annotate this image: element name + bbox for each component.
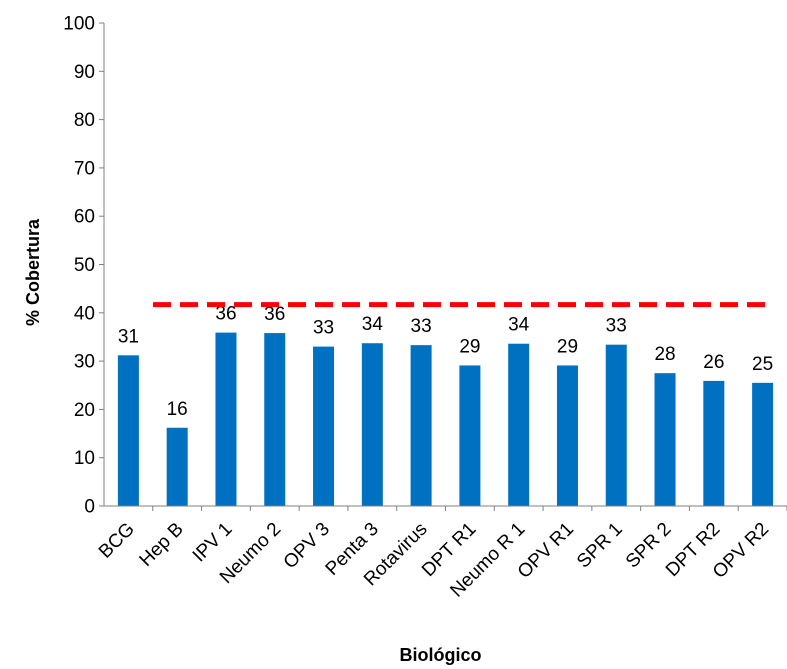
data-label: 31: [118, 326, 139, 347]
y-axis-title: % Cobertura: [23, 218, 43, 326]
bar: [556, 365, 578, 506]
y-tick-label: 90: [74, 62, 95, 83]
bar: [313, 346, 335, 506]
bar: [117, 355, 139, 506]
x-tick-label: Hep B: [136, 519, 188, 571]
bar: [166, 427, 188, 506]
data-label: 36: [264, 304, 285, 325]
x-axis-title: Biológico: [400, 645, 482, 665]
bar: [410, 345, 432, 506]
y-tick-label: 60: [74, 207, 95, 228]
y-tick-label: 0: [84, 497, 95, 518]
data-label: 29: [557, 336, 578, 357]
bar: [605, 344, 627, 506]
y-tick-label: 100: [63, 14, 95, 35]
bar: [215, 332, 237, 506]
bar: [459, 365, 481, 506]
y-tick-label: 20: [74, 400, 95, 421]
data-label: 34: [508, 315, 530, 336]
y-tick-label: 70: [74, 158, 95, 179]
bars: [117, 332, 774, 506]
y-tick-label: 10: [74, 448, 95, 469]
y-tick-label: 30: [74, 352, 95, 373]
bar: [703, 380, 725, 506]
data-label: 33: [411, 316, 432, 337]
data-label: 16: [167, 399, 188, 420]
y-tick-label: 80: [74, 110, 95, 131]
data-label: 36: [215, 304, 236, 325]
data-label: 28: [654, 344, 675, 365]
data-label: 29: [459, 336, 480, 357]
data-label: 33: [606, 316, 627, 337]
bar: [361, 343, 383, 506]
data-labels: 31 16 36 36 33 34 33 29 34 29 33 28 26 25: [118, 304, 773, 420]
bar: [752, 382, 774, 506]
y-axis-ticks: 0 10 20 30 40 50 60 70 80 90 100: [63, 14, 104, 518]
bar: [508, 343, 530, 506]
y-tick-label: 50: [74, 255, 95, 276]
data-label: 34: [362, 314, 384, 335]
x-tick-label: BCG: [95, 519, 139, 563]
data-label: 33: [313, 318, 334, 339]
data-label: 25: [752, 354, 773, 375]
x-tick-label: SPR 1: [573, 519, 627, 573]
data-label: 26: [703, 352, 724, 373]
bar: [264, 333, 286, 506]
bar: [654, 373, 676, 506]
y-tick-label: 40: [74, 303, 95, 324]
